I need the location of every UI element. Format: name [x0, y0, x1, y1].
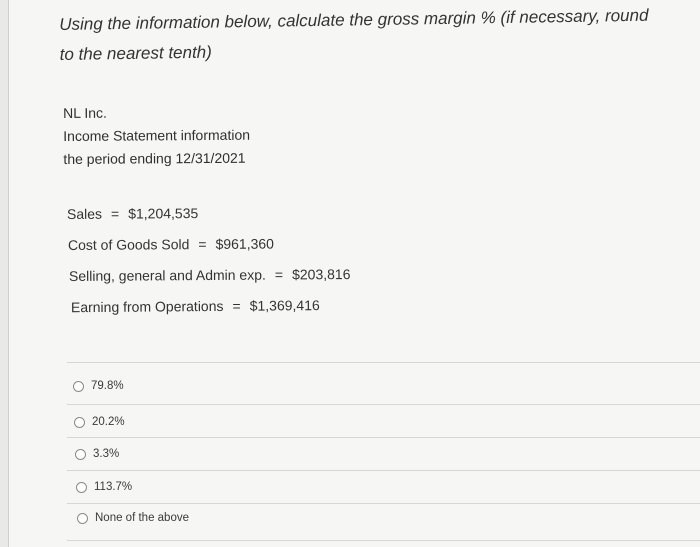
answer-option[interactable]: 113.7%: [76, 481, 132, 493]
financial-value: $1,204,535: [128, 205, 199, 222]
option-label: 79.8%: [91, 380, 124, 392]
option-divider: [67, 503, 700, 504]
financial-label: Selling, general and Admin exp.: [68, 266, 266, 284]
financial-row-sga: Selling, general and Admin exp. = $203,816: [69, 266, 351, 299]
financial-value: $203,816: [291, 266, 351, 283]
company-name: NL Inc.: [63, 104, 107, 121]
equals-sign: =: [198, 236, 207, 253]
statement-title: Income Statement information: [63, 126, 251, 144]
financial-label: Sales: [66, 205, 103, 222]
answer-option[interactable]: 79.8%: [73, 380, 124, 392]
option-divider: [67, 470, 700, 471]
period-text: the period ending 12/31/2021: [63, 149, 246, 167]
option-label: 20.2%: [92, 416, 125, 428]
answer-option[interactable]: None of the above: [77, 512, 189, 524]
answer-option[interactable]: 3.3%: [75, 448, 119, 460]
financial-label: Earning from Operations: [70, 297, 224, 316]
financial-row-cogs: Cost of Goods Sold = $961,360: [68, 235, 350, 268]
radio-button[interactable]: [74, 416, 85, 428]
question-card: Using the information below, calculate t…: [8, 0, 700, 547]
option-divider: [67, 404, 700, 405]
equals-sign: =: [232, 297, 241, 314]
answer-option[interactable]: 20.2%: [74, 416, 125, 428]
financial-value: $1,369,416: [249, 297, 320, 314]
options-divider: [67, 362, 700, 363]
question-text: Using the information below, calculate t…: [59, 5, 649, 64]
radio-button[interactable]: [77, 512, 88, 524]
financial-row-operations: Earning from Operations = $1,369,416: [71, 297, 353, 330]
financials-list: Sales = $1,204,535 Cost of Goods Sold = $961…: [67, 204, 351, 329]
radio-button[interactable]: [75, 448, 86, 460]
option-label: 3.3%: [93, 448, 120, 460]
financial-value: $961,360: [215, 235, 275, 252]
equals-sign: =: [110, 205, 120, 222]
radio-button[interactable]: [73, 380, 84, 392]
radio-button[interactable]: [76, 481, 87, 493]
company-info: NL Inc. Income Statement information the…: [63, 101, 250, 171]
financial-row-sales: Sales = $1,204,535: [67, 204, 349, 237]
option-label: 113.7%: [94, 481, 133, 493]
equals-sign: =: [274, 266, 284, 283]
option-divider: [67, 437, 700, 438]
financial-label: Cost of Goods Sold: [67, 236, 190, 253]
option-divider: [67, 540, 700, 541]
option-label: None of the above: [95, 512, 189, 524]
